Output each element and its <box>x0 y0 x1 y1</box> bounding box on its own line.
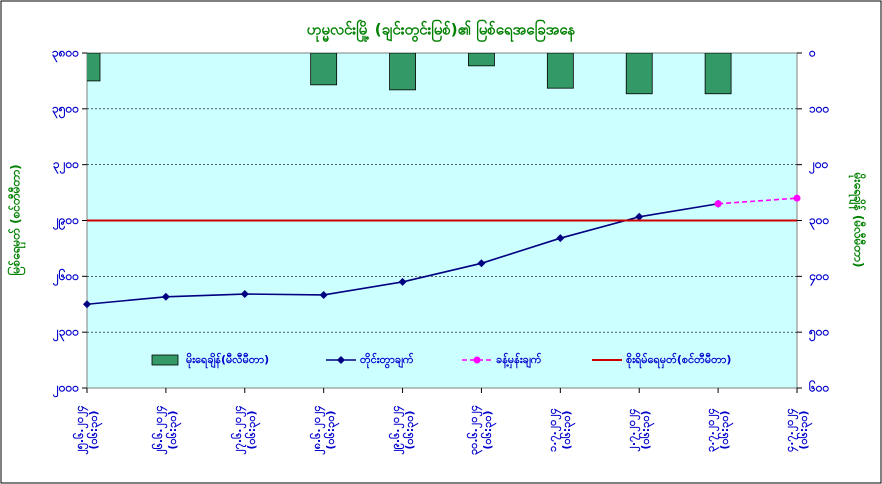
y2-tick-label: ၆၀၀ <box>808 379 830 395</box>
point <box>83 300 91 309</box>
y2-tick-label: ၁၀၀ <box>809 101 830 115</box>
line <box>718 197 798 205</box>
bar <box>389 53 416 91</box>
y-tick-label: ၃၈၀၀ <box>52 46 79 64</box>
legend-swatch <box>151 354 179 366</box>
legend-label: စိုးရိမ်ရေမှတ်(စင်တီမီတာ) <box>626 352 731 369</box>
y-axis-label: မြစ်ရေမှတ် (စင်တီမီတာ) <box>6 164 27 275</box>
bar <box>310 53 338 86</box>
point <box>319 290 328 299</box>
y-tick-label: ၂၉၀၀ <box>52 213 79 231</box>
x-tick-label: ၃၀.၆.၂၀၂၄ (၀၆:၃၀) <box>467 404 495 456</box>
legend-label: ခန့်မှန်းချက် <box>496 352 542 369</box>
y-tick-label: ၂၃၀၀ <box>52 325 79 343</box>
x-tick-label: ၂၇.၆.၂၀၂၄ (၀၆:၃၀) <box>230 405 258 455</box>
bar <box>704 53 732 95</box>
y2-tick-label: ၂၀၀ <box>808 157 829 175</box>
legend-label: မိုးရေချိန်(မီလီမီတာ) <box>186 352 269 369</box>
y-tick-label: ၂၀၀၀ <box>52 381 79 399</box>
bar <box>625 53 653 95</box>
legend-marker <box>473 356 481 364</box>
x-tick-label: ၂၆.၆.၂၀၂၄ (၀၆:၃၀) <box>151 405 179 455</box>
y2-tick-label: ၄၀၀ <box>808 269 830 287</box>
y2-axis-label: မိုးရေချိန် (မီလီမီတာ) <box>848 172 868 268</box>
x-tick-label: ၂.၇.၂၀၂၄ (၀၆:၃၀) <box>625 408 653 452</box>
point <box>635 212 644 221</box>
y-tick-label: ၃၅၀၀ <box>52 101 79 119</box>
y2-tick-label: ၀ <box>808 46 816 60</box>
point <box>714 200 722 208</box>
bar <box>87 53 101 82</box>
point <box>161 292 170 301</box>
y-tick-label: ၃၂၀၀ <box>53 157 79 175</box>
point <box>556 234 565 243</box>
bar <box>468 53 495 67</box>
x-tick-label: ၁.၇.၂၀၂၄ (၀၆:၃၀) <box>546 408 574 452</box>
x-tick-label: ၂၈.၆.၂၀၂၄ (၀၆:၃၀) <box>309 405 337 455</box>
y2-tick-label: ၅၀၀ <box>808 325 830 343</box>
point <box>240 290 249 299</box>
point <box>398 277 407 286</box>
x-tick-label: ၂၅.၆.၂၀၂၄ (၀၆:၃၀) <box>73 405 100 455</box>
x-tick-label: ၂၉.၆.၂၀၂၄ (၀၆:၃၀) <box>388 405 416 455</box>
x-tick-label: ၄.၇.၂၀၂၄ (၀၆:၃၀) <box>783 408 810 452</box>
point <box>477 259 486 268</box>
legend-marker <box>337 356 345 364</box>
y-tick-label: ၂၆၀၀ <box>52 267 79 287</box>
x-tick-label: ၃.၇.၂၀၂၄ (၀၆:၃၀) <box>704 408 732 452</box>
legend-label: တိုင်းတွာချက် <box>360 352 414 369</box>
point <box>793 194 801 202</box>
bar <box>546 53 574 89</box>
y2-tick-label: ၃၀၀ <box>809 213 830 231</box>
